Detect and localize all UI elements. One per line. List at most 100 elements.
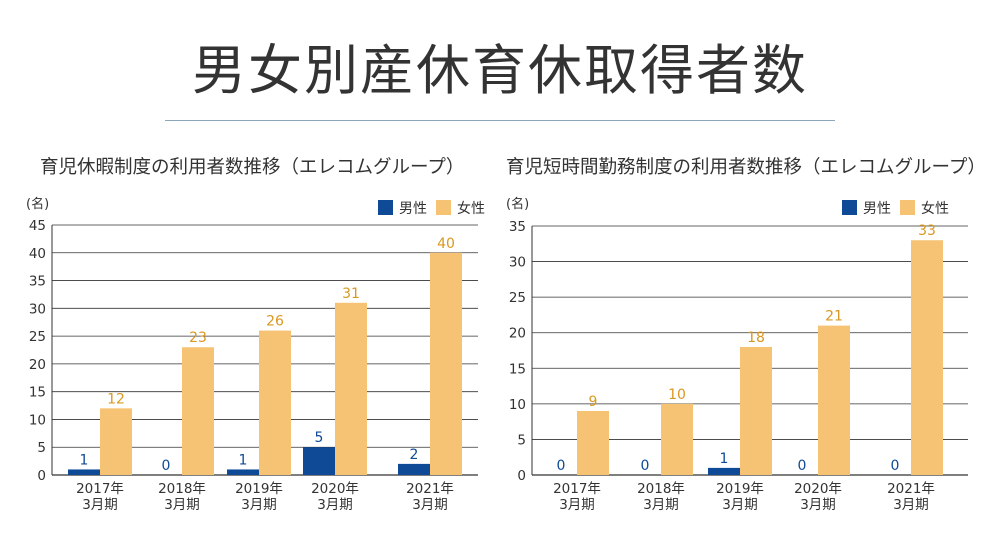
data-label-female: 18 [747, 330, 765, 346]
chart-panel-childcare-leave: 育児休暇制度の利用者数推移（エレコムグループ） (名) 男性 女性 0 5 10 15 20 2… [0, 155, 500, 550]
chart-panel-short-hours: 育児短時間勤務制度の利用者数推移（エレコムグループ） (名) 男性 女性 0 5 10 15… [500, 155, 1000, 550]
data-label-female: 9 [589, 394, 598, 410]
x-tick-label: 2021年 3月期 [406, 481, 454, 513]
data-label-male: 0 [162, 458, 171, 474]
x-tick-label: 2021年 3月期 [887, 481, 935, 513]
x-tick-label-line: 3月期 [317, 497, 353, 513]
y-tick-label: 0 [517, 468, 526, 484]
data-label-male: 0 [798, 458, 807, 474]
y-tick-label: 0 [37, 468, 46, 484]
x-tick-label-line: 2020年 [794, 481, 842, 497]
page-title: 男女別産休育休取得者数 [192, 39, 808, 102]
legend-swatch-female [436, 200, 451, 215]
x-tick-label-line: 3月期 [412, 497, 448, 513]
data-label-female: 12 [107, 391, 125, 407]
x-tick-label-line: 3月期 [241, 497, 277, 513]
x-tick-label: 2018年 3月期 [158, 481, 206, 513]
bar-female [259, 330, 291, 475]
x-tick-label-line: 2017年 [553, 481, 601, 497]
x-tick-label: 2020年 3月期 [794, 481, 842, 513]
y-tick-label: 20 [29, 357, 46, 373]
x-tick-label-line: 2019年 [235, 481, 283, 497]
data-label-female: 23 [189, 330, 207, 346]
y-tick-label: 5 [517, 432, 526, 448]
chart-title: 育児短時間勤務制度の利用者数推移（エレコムグループ） [506, 157, 986, 178]
y-tick-label: 35 [509, 219, 526, 235]
y-tick-label: 10 [509, 397, 526, 413]
bar-male [303, 447, 335, 475]
bar-female [911, 240, 943, 475]
y-unit-label: (名) [506, 196, 529, 212]
bar-female [818, 325, 850, 475]
x-tick-label-line: 3月期 [559, 497, 595, 513]
data-label-female: 40 [437, 236, 455, 252]
y-unit-label: (名) [26, 196, 49, 212]
data-label-female: 31 [342, 286, 360, 302]
data-label-male: 1 [239, 452, 248, 468]
x-tick-label-line: 2019年 [716, 481, 764, 497]
bar-female [740, 346, 772, 475]
data-label-male: 0 [891, 458, 900, 474]
data-label-female: 21 [825, 309, 843, 325]
title-divider [165, 120, 835, 121]
x-tick-label-line: 3月期 [82, 497, 118, 513]
y-tick-label: 5 [37, 440, 46, 456]
y-tick-label: 25 [29, 329, 46, 345]
data-label-male: 0 [641, 458, 650, 474]
x-tick-label-line: 3月期 [893, 497, 929, 513]
x-tick-label-line: 2021年 [406, 481, 454, 497]
y-tick-label: 10 [29, 412, 46, 428]
x-tick-label-line: 2017年 [76, 481, 124, 497]
x-tick-label: 2019年 3月期 [716, 481, 764, 513]
x-tick-label-line: 2018年 [637, 481, 685, 497]
y-tick-label: 35 [29, 274, 46, 290]
y-tick-label: 15 [29, 385, 46, 401]
legend-swatch-male [842, 200, 857, 215]
legend-swatch-female [900, 200, 915, 215]
legend-label-female: 女性 [457, 200, 485, 217]
x-tick-label-line: 3月期 [643, 497, 679, 513]
y-tick-label: 40 [29, 246, 46, 262]
bar-female [100, 408, 132, 475]
chart-title: 育児休暇制度の利用者数推移（エレコムグループ） [40, 157, 465, 178]
data-label-female: 26 [266, 314, 284, 330]
x-tick-label: 2018年 3月期 [637, 481, 685, 513]
data-label-male: 0 [557, 458, 566, 474]
x-tick-label-line: 3月期 [722, 497, 758, 513]
bar-female [430, 252, 462, 475]
y-tick-label: 30 [29, 301, 46, 317]
data-label-female: 33 [918, 223, 936, 239]
legend-swatch-male [378, 200, 393, 215]
y-tick-label: 25 [509, 290, 526, 306]
x-tick-label-line: 2021年 [887, 481, 935, 497]
x-tick-label: 2017年 3月期 [553, 481, 601, 513]
x-tick-label-line: 2018年 [158, 481, 206, 497]
data-label-male: 1 [80, 452, 89, 468]
bar-female [182, 347, 214, 475]
bar-male [227, 469, 259, 475]
y-tick-label: 45 [29, 218, 46, 234]
y-tick-label: 30 [509, 255, 526, 271]
y-tick-label: 20 [509, 326, 526, 342]
data-label-male: 2 [410, 447, 419, 463]
x-tick-label: 2020年 3月期 [311, 481, 359, 513]
legend-label-male: 男性 [399, 201, 427, 217]
legend-label-male: 男性 [863, 201, 891, 217]
bar-male [708, 467, 740, 475]
x-tick-label: 2017年 3月期 [76, 481, 124, 513]
legend-label-female: 女性 [921, 200, 949, 217]
bar-male [398, 463, 430, 475]
data-label-female: 10 [668, 387, 686, 403]
x-tick-label-line: 3月期 [800, 497, 836, 513]
x-tick-label-line: 3月期 [164, 497, 200, 513]
x-tick-label-line: 2020年 [311, 481, 359, 497]
bar-female [335, 302, 367, 475]
x-tick-label: 2019年 3月期 [235, 481, 283, 513]
bar-female [577, 410, 609, 475]
data-label-male: 5 [315, 430, 324, 446]
y-tick-label: 15 [509, 361, 526, 377]
bar-female [661, 403, 693, 475]
bar-male [68, 469, 100, 475]
data-label-male: 1 [720, 451, 729, 467]
